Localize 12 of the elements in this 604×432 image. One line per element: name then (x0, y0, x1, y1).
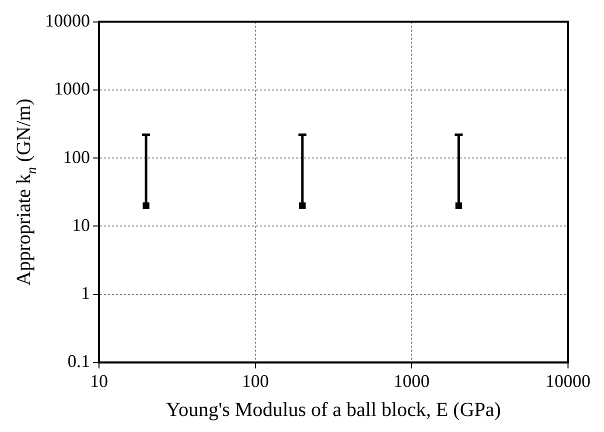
x-axis-title: Young's Modulus of a ball block, E (GPa) (166, 399, 501, 421)
y-tick-label: 1 (81, 283, 90, 304)
y-tick-label: 10000 (45, 10, 90, 31)
y-axis-title: Appropriate kn (GN/m) (13, 98, 40, 286)
y-tick-label: 1000 (54, 78, 90, 99)
x-tick-label: 1000 (394, 370, 430, 391)
y-tick-label: 10 (72, 214, 90, 235)
y-tick-label: 0.1 (68, 351, 90, 372)
x-tick-label: 10 (90, 370, 108, 391)
y-tick-label: 100 (63, 146, 90, 167)
x-tick-label: 100 (242, 370, 269, 391)
x-tick-label: 10000 (546, 370, 590, 391)
